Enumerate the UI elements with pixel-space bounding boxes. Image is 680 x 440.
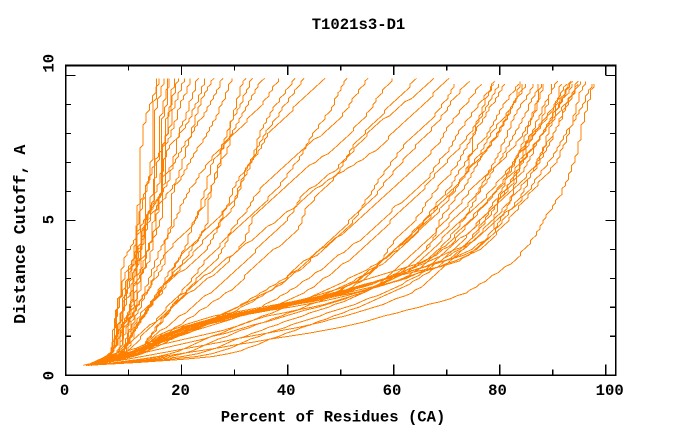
svg-text:0: 0 [41, 371, 59, 380]
svg-text:5: 5 [41, 215, 59, 224]
svg-text:40: 40 [277, 382, 296, 400]
svg-text:10: 10 [41, 54, 59, 73]
svg-text:Distance Cutoff, A: Distance Cutoff, A [11, 145, 30, 324]
svg-text:T1021s3-D1: T1021s3-D1 [312, 16, 406, 34]
svg-text:0: 0 [60, 382, 69, 400]
svg-text:20: 20 [171, 382, 190, 400]
svg-text:80: 80 [488, 382, 507, 400]
svg-text:Percent of Residues (CA): Percent of Residues (CA) [221, 409, 446, 427]
svg-text:60: 60 [383, 382, 402, 400]
svg-text:100: 100 [596, 382, 624, 400]
